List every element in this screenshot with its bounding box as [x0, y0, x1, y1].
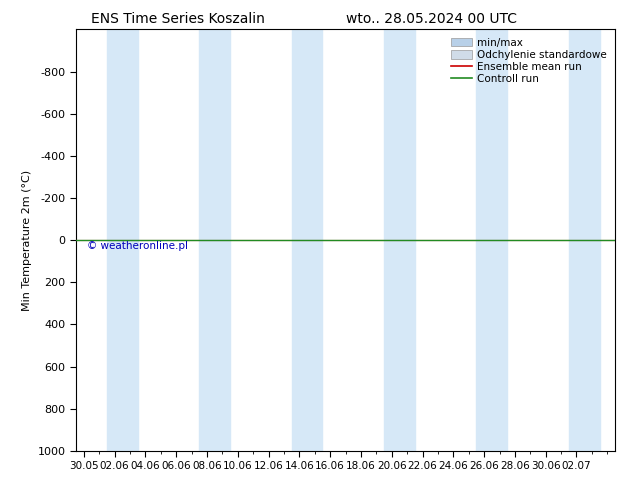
Bar — [384, 29, 415, 451]
Bar — [476, 29, 507, 451]
Text: ENS Time Series Koszalin: ENS Time Series Koszalin — [91, 12, 264, 26]
Bar — [569, 29, 600, 451]
Legend: min/max, Odchylenie standardowe, Ensemble mean run, Controll run: min/max, Odchylenie standardowe, Ensembl… — [448, 35, 610, 87]
Text: wto.. 28.05.2024 00 UTC: wto.. 28.05.2024 00 UTC — [346, 12, 517, 26]
Text: © weatheronline.pl: © weatheronline.pl — [87, 242, 188, 251]
Y-axis label: Min Temperature 2m (°C): Min Temperature 2m (°C) — [22, 170, 32, 311]
Bar — [199, 29, 230, 451]
Bar — [292, 29, 323, 451]
Bar — [107, 29, 138, 451]
